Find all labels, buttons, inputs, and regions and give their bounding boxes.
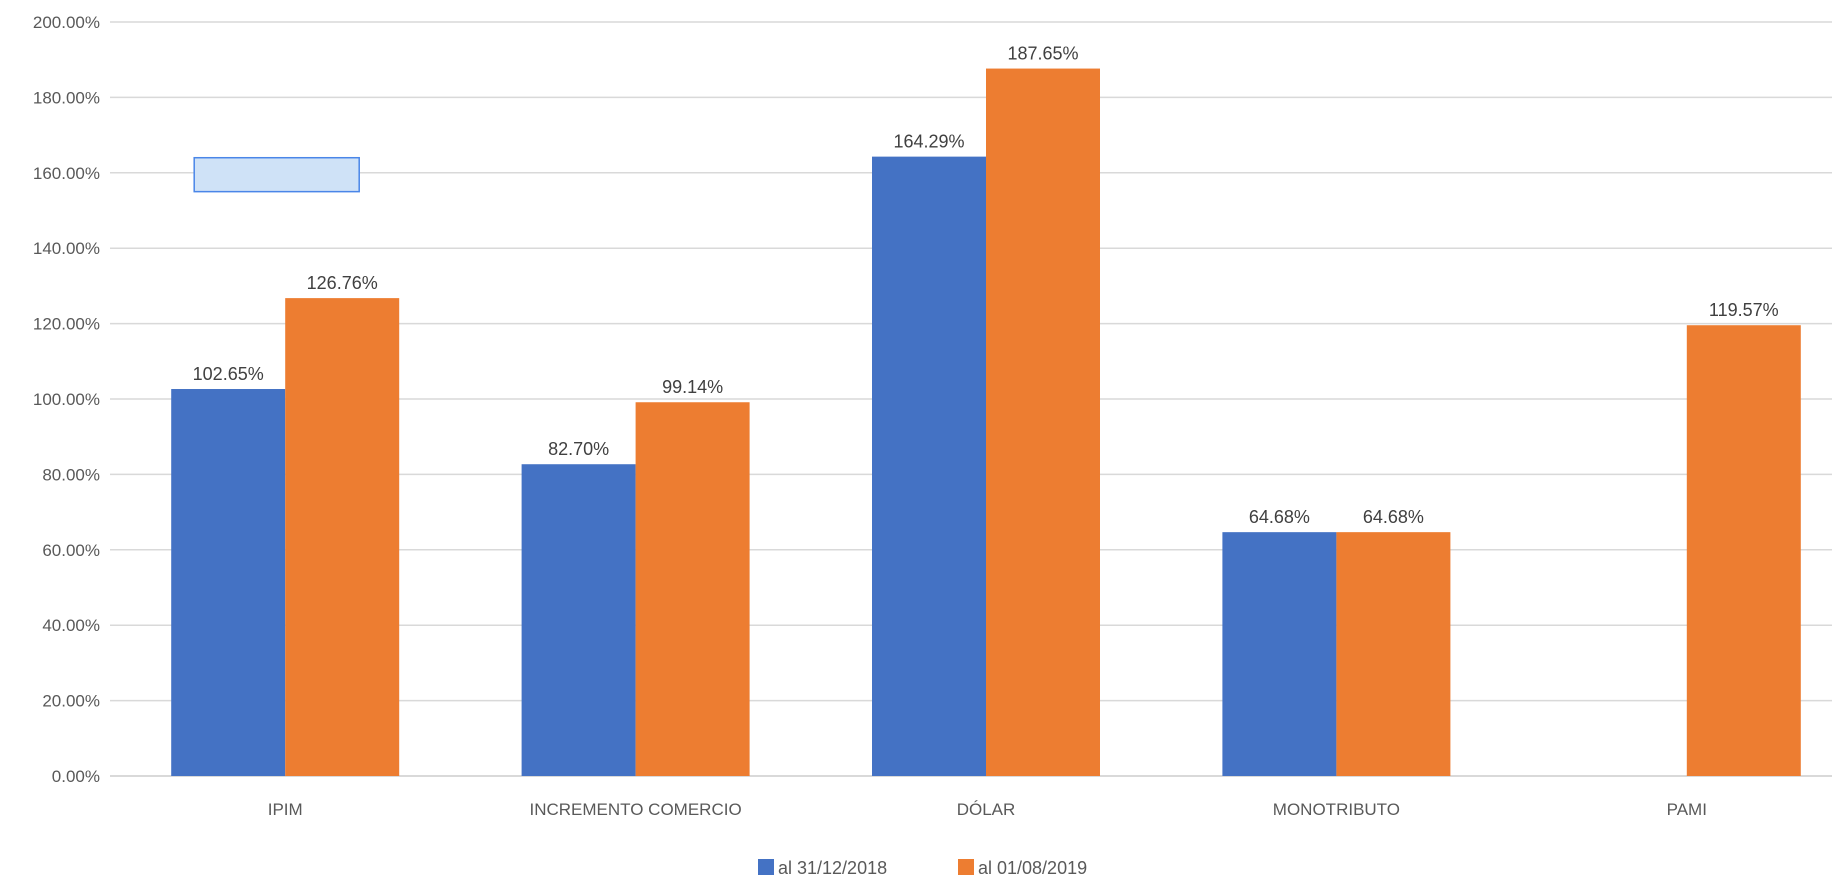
data-label: 164.29% [893, 132, 964, 152]
legend-swatch [958, 859, 974, 875]
data-label: 187.65% [1007, 44, 1078, 64]
data-label: 119.57% [1709, 300, 1779, 320]
bar-series2 [986, 68, 1100, 776]
bars [171, 68, 1801, 776]
y-tick-label: 0.00% [52, 767, 100, 786]
bar-series2 [1686, 325, 1801, 776]
y-tick-label: 140.00% [33, 239, 100, 258]
category-label: MONOTRIBUTO [1273, 800, 1400, 819]
bar-series2 [285, 298, 400, 776]
y-tick-label: 180.00% [33, 88, 100, 107]
category-label: DÓLAR [957, 800, 1016, 819]
bar-series2 [1336, 532, 1451, 776]
bar-series1 [872, 156, 986, 776]
y-tick-label: 160.00% [33, 164, 100, 183]
selection-overlay [193, 156, 360, 193]
data-label: 82.70% [548, 439, 609, 459]
selection-box [193, 156, 360, 193]
legend-label: al 01/08/2019 [978, 858, 1087, 878]
x-axis-category-labels: IPIM INCREMENTO COMERCIO DÓLAR MONOTRIBUTO P… [268, 800, 1707, 819]
data-label: 102.65% [193, 364, 264, 384]
bar-series1 [1222, 532, 1337, 776]
legend-swatch [758, 859, 774, 875]
bar-series1 [521, 464, 636, 776]
y-tick-label: 120.00% [33, 315, 100, 334]
legend-label: al 31/12/2018 [778, 858, 887, 878]
y-tick-label: 20.00% [42, 692, 100, 711]
category-label: PAMI [1667, 800, 1707, 819]
data-labels: 102.65% 126.76% 82.70% 99.14% 164.29% 187.65%… [193, 44, 1779, 528]
y-tick-label: 60.00% [42, 541, 100, 560]
y-tick-label: 80.00% [42, 465, 100, 484]
category-label: IPIM [268, 800, 303, 819]
bar-series2 [635, 402, 750, 776]
data-label: 64.68% [1249, 507, 1310, 527]
bar-series1 [171, 389, 286, 776]
data-label: 99.14% [662, 377, 723, 397]
y-tick-label: 40.00% [42, 616, 100, 635]
y-tick-label: 200.00% [33, 13, 100, 32]
y-tick-label: 100.00% [33, 390, 100, 409]
legend: al 31/12/2018 al 01/08/2019 [758, 858, 1087, 878]
category-label: INCREMENTO COMERCIO [529, 800, 741, 819]
data-label: 64.68% [1363, 507, 1424, 527]
data-label: 126.76% [307, 273, 378, 293]
y-axis-tick-labels: 0.00% 20.00% 40.00% 60.00% 80.00% 100.00% 120.… [33, 13, 100, 786]
